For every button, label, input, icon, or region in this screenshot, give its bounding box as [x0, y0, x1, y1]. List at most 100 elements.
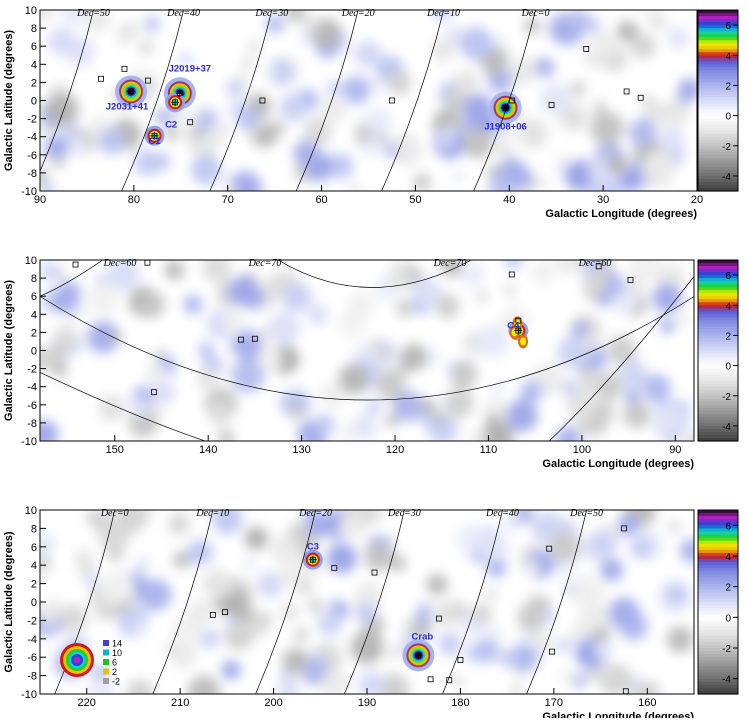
noise-blob: [300, 535, 314, 549]
colorbar-band: [698, 428, 738, 433]
noise-blob: [280, 602, 299, 621]
y-tick-label: -6: [27, 400, 37, 412]
noise-blob: [587, 668, 600, 681]
colorbar-band: [698, 386, 738, 391]
noise-blob: [638, 10, 652, 17]
source-label: J1908+06: [484, 122, 527, 133]
source-marker: [508, 271, 515, 278]
colorbar-band: [698, 537, 738, 542]
noise-blob: [574, 321, 589, 337]
noise-blob: [414, 622, 428, 637]
y-tick-label: -4: [27, 634, 37, 646]
y-tick-label: 8: [31, 23, 37, 35]
colorbar-band: [698, 311, 738, 315]
colorbar-band: [698, 13, 738, 17]
declination-label: Dec=50: [569, 508, 603, 519]
source-marker: [549, 648, 555, 655]
source-marker: [389, 97, 395, 104]
colorbar-band: [698, 37, 738, 41]
inset-scale-swatch: [103, 649, 109, 656]
noise-blob: [350, 630, 384, 664]
x-tick-label: 100: [573, 444, 591, 456]
x-tick-label: 210: [171, 697, 189, 709]
noise-blob: [210, 121, 232, 143]
colorbar-tick-label: -2: [722, 392, 731, 403]
declination-line: [255, 510, 316, 694]
noise-blob: [242, 56, 255, 69]
colorbar-band: [698, 684, 738, 689]
colorbar-band: [698, 166, 738, 171]
noise-blob: [389, 133, 423, 166]
colorbar-band: [698, 568, 738, 572]
colorbar-band: [698, 338, 738, 343]
noise-blob: [218, 430, 234, 441]
colorbar-tick-label: 2: [725, 331, 731, 342]
x-tick-label: 20: [691, 194, 703, 206]
x-tick-label: 180: [451, 697, 469, 709]
noise-blob: [202, 569, 231, 598]
x-axis-label: Galactic Longitude (degrees): [542, 458, 694, 470]
noise-blob: [347, 291, 376, 319]
noise-blob: [378, 673, 410, 694]
declination-line: [152, 510, 214, 694]
noise-blob: [474, 638, 500, 663]
colorbar-band: [698, 172, 738, 177]
noise-blob: [502, 282, 518, 298]
noise-blob: [549, 531, 581, 563]
source-marker: [623, 88, 630, 95]
noise-blob: [40, 182, 56, 191]
noise-blob: [190, 154, 222, 185]
colorbar-band: [698, 19, 738, 23]
noise-blob: [178, 52, 193, 66]
noise-blob: [152, 152, 171, 171]
colorbar-band: [698, 559, 738, 563]
colorbar-band: [698, 669, 738, 674]
noise-blob: [487, 626, 503, 641]
noise-blob: [498, 649, 517, 667]
colorbar-band: [698, 368, 738, 373]
noise-blob: [556, 638, 571, 653]
declination-label: Dec=10: [195, 508, 229, 519]
source-label: C2: [165, 119, 177, 130]
colorbar-band: [698, 654, 738, 658]
noise-blob: [303, 510, 316, 518]
noise-blob: [439, 133, 454, 148]
colorbar-band: [698, 326, 738, 330]
noise-blob: [566, 391, 597, 422]
colorbar-band: [698, 181, 738, 186]
noise-blob: [555, 260, 584, 274]
noise-blob: [119, 21, 139, 42]
y-tick-label: -6: [27, 150, 37, 162]
noise-blob: [649, 12, 666, 29]
noise-blob: [67, 137, 86, 156]
noise-blob: [410, 276, 442, 308]
declination-line: [121, 10, 184, 191]
noise-blob: [302, 15, 320, 34]
colorbar-tick-label: 2: [725, 583, 731, 594]
noise-blob: [40, 534, 55, 554]
x-tick-label: 150: [106, 444, 124, 456]
colorbar-band: [698, 586, 738, 591]
noise-blob: [106, 260, 141, 291]
source-marker: [509, 97, 516, 104]
noise-blob: [484, 588, 497, 601]
colorbar-band: [698, 374, 738, 379]
noise-blob: [186, 599, 214, 627]
colorbar-band: [698, 314, 738, 318]
noise-blob: [101, 569, 135, 604]
colorbar-band: [698, 31, 738, 35]
noise-blob: [313, 414, 335, 436]
source-marker: [237, 336, 244, 343]
noise-blob: [168, 512, 190, 535]
noise-blob: [354, 40, 382, 68]
noise-blob: [145, 363, 166, 384]
y-tick-label: -8: [27, 671, 37, 683]
noise-blob: [530, 261, 556, 286]
noise-blob: [389, 646, 403, 659]
colorbar-band: [698, 58, 738, 62]
declination-line: [40, 10, 94, 173]
declination-label: Dec=30: [387, 508, 421, 519]
colorbar-band: [698, 103, 738, 108]
x-tick-label: 70: [222, 194, 234, 206]
noise-blob: [564, 159, 597, 191]
